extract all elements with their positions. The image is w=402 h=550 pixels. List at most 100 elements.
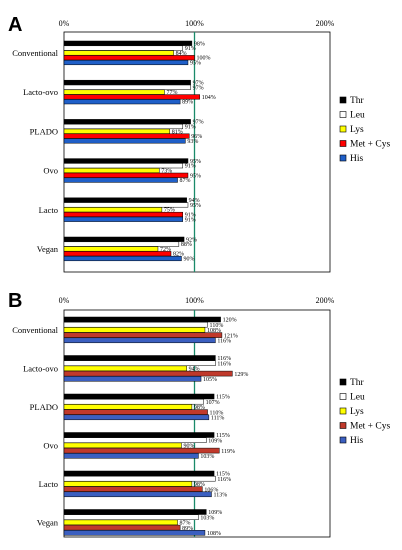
panel-b-bar [63, 365, 187, 372]
panel-a-data-label: 92% [186, 237, 197, 243]
panel-b-legend-swatch [339, 393, 347, 400]
panel-b-data-label: 115% [216, 395, 230, 401]
panel-b-bar [63, 486, 203, 492]
panel-a-bar [63, 216, 184, 222]
panel-a-bar [63, 50, 174, 56]
panel-b-bar [63, 409, 208, 415]
panel-b-legend-label: Leu [350, 393, 365, 403]
panel-a-bar [63, 40, 193, 46]
panel-b-data-label: 116% [217, 356, 231, 362]
panel-a-data-label: 95% [190, 203, 201, 209]
panel-a-bar [63, 45, 184, 51]
panel-a-bar [63, 128, 170, 134]
panel-b-data-label: 129% [234, 372, 248, 378]
panel-a-bar [63, 59, 189, 66]
panel-b-bar [63, 524, 181, 531]
panel-b-data-label: 103% [200, 454, 214, 460]
panel-a-bar [63, 84, 191, 90]
panel-a-letter: A [8, 14, 22, 36]
panel-a-legend-label: Met + Cys [350, 140, 390, 150]
panel-a-category-label: Vegan [37, 244, 59, 254]
panel-b-category-label: PLADO [30, 402, 58, 412]
panel-a-x-tick-label: 100% [185, 19, 204, 28]
panel-b-category-label: Conventional [12, 325, 58, 335]
panel-b-data-label: 115% [216, 472, 230, 478]
panel-b-bar [63, 398, 204, 405]
panel-b-bar [63, 355, 216, 361]
panel-a-legend-label: His [350, 154, 364, 164]
panel-a-data-label: 87% [180, 178, 191, 184]
panel-b-legend-swatch [339, 436, 347, 444]
panel-b-data-label: 115% [216, 433, 230, 439]
panel-b-data-label: 116% [217, 361, 231, 367]
panel-b-bar [63, 370, 233, 377]
panel-b-bar [63, 481, 193, 487]
panel-a-data-label: 97% [193, 81, 204, 87]
panel-b-bar [63, 321, 208, 328]
panel-b-bar [63, 393, 215, 400]
panel-b-x-tick-label: 200% [316, 296, 335, 305]
panel-a-data-label: 104% [202, 95, 216, 101]
panel-a-bar [63, 246, 159, 252]
panel-b-plot-frame [63, 309, 331, 538]
panel-a-data-label: 95% [190, 61, 201, 67]
panel-a-legend-label: Lys [350, 125, 364, 135]
panel-b-data-label: 120% [223, 318, 237, 324]
panel-a-bar [63, 99, 181, 105]
panel-a-data-label: 91% [185, 46, 196, 52]
panel-b-data-label: 90% [183, 444, 194, 450]
panel-b-data-label: 89% [182, 526, 193, 532]
panel-b-data-label: 121% [224, 333, 238, 339]
panel-a-data-label: 73% [161, 169, 172, 175]
panel-a-bar [63, 172, 189, 178]
panel-a-legend-swatch [339, 125, 347, 133]
panel-b-data-label: 87% [180, 521, 191, 527]
panel-b-bar [63, 509, 207, 515]
panel-b-bar [63, 519, 178, 526]
panel-a-legend-label: Thr [350, 96, 365, 106]
panel-b-bar [63, 414, 210, 421]
panel-b-bar [63, 447, 220, 454]
panel-b-data-label: 94% [189, 367, 200, 373]
panel-b-bar [63, 514, 199, 520]
panel-a-data-label: 95% [190, 173, 201, 179]
panel-b-bar [63, 432, 215, 438]
panel-b-category-label: Vegan [37, 518, 59, 528]
panel-b-x-tick-label: 100% [185, 296, 204, 305]
panel-a-legend-swatch [339, 154, 347, 162]
panel-a-legend-swatch [339, 96, 347, 104]
panel-b-data-label: 109% [208, 510, 222, 516]
panel-a-bar [63, 123, 184, 130]
panel-b-legend-swatch [339, 378, 347, 386]
panel-b-bar [63, 376, 202, 382]
panel-b-data-label: 108% [207, 531, 221, 537]
panel-a-data-label: 98% [194, 41, 205, 47]
panel-a-bar [63, 167, 160, 174]
panel-a-data-label: 93% [187, 139, 198, 145]
panel-b-bar [63, 404, 193, 410]
panel-b-data-label: 113% [213, 493, 227, 499]
panel-a-x-tick-label: 0% [59, 19, 70, 28]
panel-b-data-label: 111% [211, 416, 225, 422]
panel-a-data-label: 91% [185, 125, 196, 131]
panel-b-bar [63, 470, 215, 477]
panel-b-bar [63, 491, 212, 498]
panel-a-bar [63, 236, 185, 242]
panel-a-bar [63, 251, 172, 257]
panel-b-bar [63, 337, 216, 344]
panel-b-data-label: 98% [194, 482, 205, 488]
panel-a-bar [63, 163, 184, 169]
panel-b-bar [63, 442, 182, 449]
panel-a-data-label: 75% [164, 208, 175, 214]
panel-a-legend-label: Leu [350, 111, 365, 121]
panel-a-data-label: 84% [176, 51, 187, 57]
panel-a-category-label: Ovo [43, 166, 58, 176]
panel-b-letter: B [8, 290, 22, 312]
panel-a-data-label: 89% [182, 100, 193, 106]
panel-b-data-label: 106% [204, 487, 218, 493]
panel-b-legend-label: Met + Cys [350, 422, 390, 432]
panel-a-data-label: 91% [185, 164, 196, 170]
panel-b-bar [63, 475, 216, 482]
panel-a-bar [63, 158, 189, 164]
